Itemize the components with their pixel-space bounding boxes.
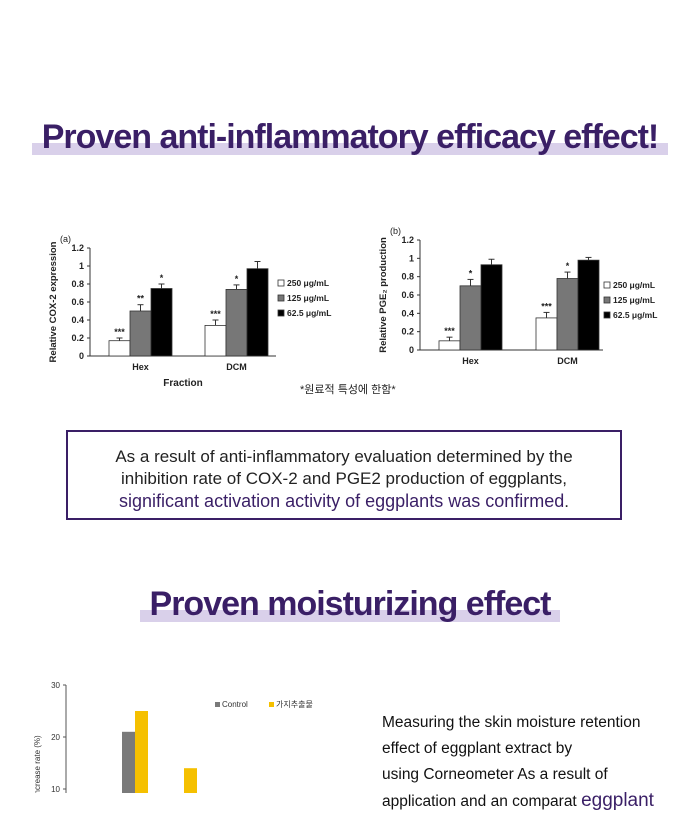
- legend-swatch: [215, 702, 220, 707]
- desc-line-4: application and an comparat eggplant: [382, 788, 692, 815]
- legend-label: 125 μg/mL: [613, 295, 655, 305]
- section-heading-moisturizing: Proven moisturizing effect: [0, 585, 700, 624]
- desc-line-2: effect of eggplant extract by: [382, 740, 573, 757]
- legend-swatch: [277, 279, 285, 287]
- significance-label: *: [469, 268, 473, 278]
- legend-label: 62.5 μg/mL: [287, 308, 331, 318]
- legend-swatch: [277, 309, 285, 317]
- y-tick-label: 30: [51, 681, 60, 690]
- significance-label: ***: [444, 326, 455, 336]
- panel-label: (a): [60, 234, 71, 244]
- category-label: Hex: [462, 356, 479, 366]
- bar: [204, 325, 227, 357]
- y-tick-label: 1: [79, 261, 84, 271]
- footnote: *원료적 특성에 한함*: [300, 384, 396, 396]
- bar: [135, 711, 148, 793]
- cox2-chart: (a) 0 0.2 0.4 0.6 0.8 1 1.2 Relative COX-2 expre…: [48, 234, 331, 389]
- y-tick-label: 0: [79, 351, 84, 361]
- result-highlight: significant activation activity of eggpl…: [119, 491, 565, 511]
- panel-label: (b): [390, 226, 401, 236]
- y-tick-label: 0.4: [71, 315, 84, 325]
- bar: [129, 310, 152, 357]
- legend-swatch: [269, 702, 274, 707]
- y-tick-label: 1: [409, 253, 414, 263]
- legend-label: 250 μg/mL: [287, 278, 329, 288]
- legend-swatch: [603, 296, 611, 304]
- significance-label: ***: [210, 309, 221, 319]
- y-axis-label: Increase rate (%): [33, 735, 42, 793]
- legend-label: 125 μg/mL: [287, 293, 329, 303]
- legend-swatch: [603, 311, 611, 319]
- bar: [122, 731, 135, 793]
- y-tick-label: 1.2: [401, 235, 414, 245]
- y-tick-label: 10: [51, 785, 60, 793]
- result-period: .: [564, 492, 569, 511]
- significance-label: *: [566, 261, 570, 271]
- bar: [556, 278, 579, 351]
- legend-swatch: [603, 281, 611, 289]
- bar: [246, 268, 269, 357]
- y-tick-label: 20: [51, 733, 60, 742]
- significance-label: **: [137, 294, 145, 304]
- y-tick-label: 0.6: [401, 290, 414, 300]
- legend-label: 가지추출물: [276, 699, 313, 709]
- significance-label: ***: [541, 301, 552, 311]
- desc-highlight: eggplant: [581, 790, 654, 811]
- y-axis-label: Relative PGE₂ production: [378, 237, 389, 353]
- y-tick-label: 0: [409, 345, 414, 355]
- result-line-1: As a result of anti-inflammatory evaluat…: [115, 447, 573, 466]
- moisture-chart: 10 20 30 Increase rate (%) Control 가지추출물: [33, 681, 313, 793]
- category-label: Hex: [132, 362, 149, 372]
- result-box: As a result of anti-inflammatory evaluat…: [66, 430, 622, 520]
- significance-label: ***: [114, 327, 125, 337]
- y-tick-label: 0.2: [71, 333, 84, 343]
- result-line-3: significant activation activity of eggpl…: [68, 490, 620, 513]
- bar: [535, 317, 558, 351]
- bar: [225, 289, 248, 357]
- significance-label: *: [160, 273, 164, 283]
- desc-line-1: Measuring the skin moisture retention: [382, 714, 641, 731]
- category-label: DCM: [226, 362, 247, 372]
- desc-line-3: using Corneometer As a result of: [382, 766, 608, 783]
- significance-label: *: [235, 274, 239, 284]
- bar: [184, 768, 197, 793]
- desc-line-4a: application and an comparat: [382, 793, 577, 810]
- y-tick-label: 0.8: [401, 272, 414, 282]
- y-axis-label: Relative COX-2 expression: [48, 241, 59, 362]
- moisture-description: Measuring the skin moisture retention ef…: [382, 710, 692, 815]
- heading-text: Proven moisturizing effect: [139, 585, 561, 624]
- legend-label: 62.5 μg/mL: [613, 310, 657, 320]
- legend-label: 250 μg/mL: [613, 280, 655, 290]
- category-label: DCM: [557, 356, 578, 366]
- legend-label: Control: [222, 700, 248, 709]
- bar: [108, 340, 131, 357]
- bar: [438, 340, 461, 351]
- pge2-chart: (b) 0 0.2 0.4 0.6 0.8 1 1.2 Relative PGE₂ produc…: [378, 226, 657, 366]
- y-tick-label: 0.4: [401, 308, 414, 318]
- heading-text: Proven anti-inflammatory efficacy effect…: [31, 118, 668, 157]
- bar: [577, 259, 600, 351]
- bar: [480, 264, 503, 351]
- y-tick-label: 0.6: [71, 297, 84, 307]
- bar: [459, 285, 482, 351]
- section-heading-anti-inflammatory: Proven anti-inflammatory efficacy effect…: [0, 118, 700, 157]
- x-axis-label: Fraction: [163, 378, 202, 389]
- y-tick-label: 0.2: [401, 327, 414, 337]
- y-tick-label: 0.8: [71, 279, 84, 289]
- y-tick-label: 1.2: [71, 243, 84, 253]
- result-line-2: inhibition rate of COX-2 and PGE2 produc…: [120, 469, 568, 488]
- legend-swatch: [277, 294, 285, 302]
- bar: [150, 288, 173, 357]
